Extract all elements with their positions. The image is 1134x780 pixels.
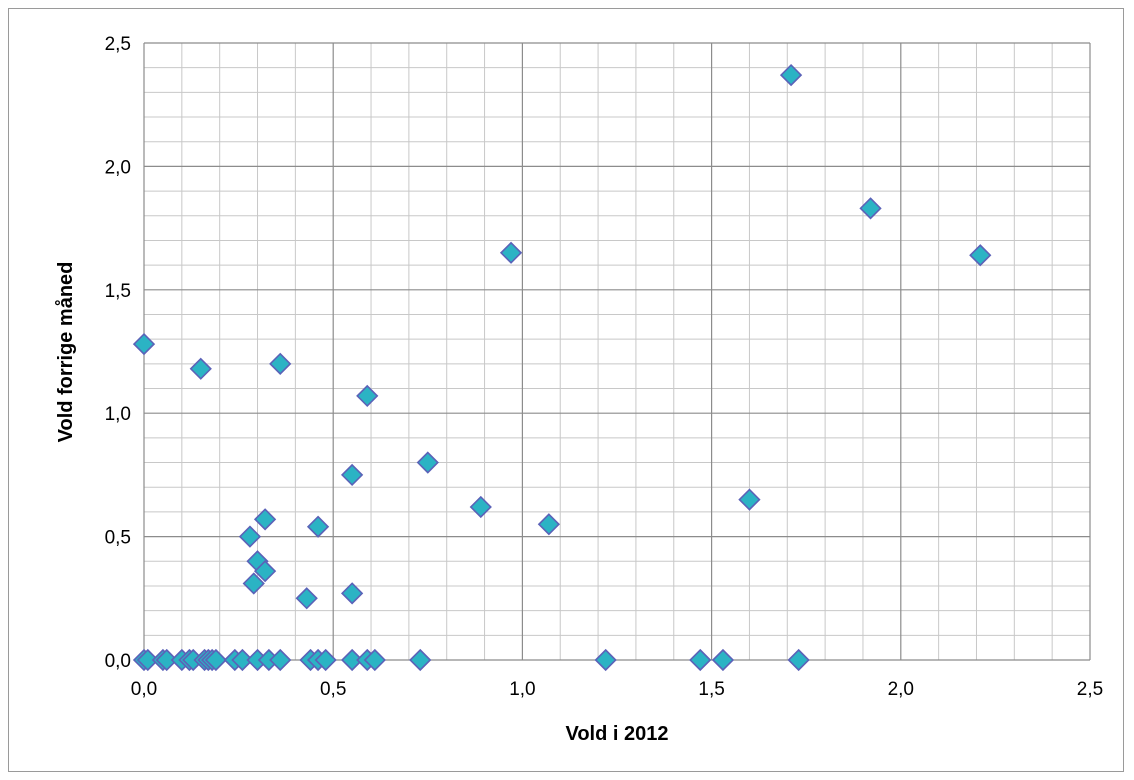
major-gridlines (143, 42, 1091, 661)
data-point (340, 648, 364, 672)
x-axis-tick-labels: 0,0 0,5 1,0 1,5 2,0 2,5 (131, 679, 1103, 700)
x-tick-label: 0,0 (131, 679, 157, 700)
data-point (204, 648, 228, 672)
data-point (969, 244, 992, 267)
data-point (314, 648, 337, 672)
data-point (189, 357, 212, 380)
data-point (711, 648, 735, 672)
data-point (231, 648, 254, 672)
data-point (689, 648, 712, 672)
data-point (269, 352, 292, 375)
data-point (787, 648, 810, 672)
y-axis-tick-labels: 0,0 0,5 1,0 1,5 2,0 2,5 (105, 34, 131, 672)
y-tick-label: 2,0 (105, 157, 131, 178)
x-axis-title: Vold i 2012 (565, 723, 668, 745)
data-point (779, 63, 803, 87)
data-point (340, 582, 364, 605)
data-point (416, 451, 439, 474)
chart-frame (8, 8, 1124, 772)
x-tick-label: 2,0 (888, 679, 914, 700)
data-point (594, 648, 617, 672)
data-point (499, 241, 523, 264)
data-point (340, 463, 364, 487)
data-point (253, 508, 277, 531)
y-tick-label: 0,0 (105, 651, 131, 672)
data-point (269, 648, 292, 672)
y-tick-label: 1,5 (105, 281, 131, 302)
data-point (738, 488, 761, 511)
data-point (469, 495, 492, 519)
data-points (132, 63, 992, 672)
y-tick-label: 0,5 (105, 528, 131, 549)
data-point (295, 587, 318, 610)
y-axis-title: Vold forrige måned (54, 262, 77, 443)
y-tick-label: 1,0 (105, 404, 131, 425)
data-point (859, 197, 882, 220)
data-point (238, 525, 262, 548)
minor-gridlines (144, 43, 1090, 660)
data-point (537, 513, 561, 536)
data-point (356, 384, 379, 408)
x-tick-label: 0,5 (320, 679, 346, 700)
x-tick-label: 1,5 (698, 679, 724, 700)
data-point (306, 515, 330, 538)
y-tick-label: 2,5 (105, 34, 131, 55)
x-tick-label: 1,0 (509, 679, 535, 700)
data-point (155, 648, 178, 672)
data-point (409, 648, 432, 672)
x-tick-label: 2,5 (1077, 679, 1103, 700)
data-point (242, 572, 265, 595)
data-point (253, 560, 277, 583)
data-point (132, 332, 156, 356)
data-point (136, 648, 159, 672)
data-point (363, 648, 386, 672)
